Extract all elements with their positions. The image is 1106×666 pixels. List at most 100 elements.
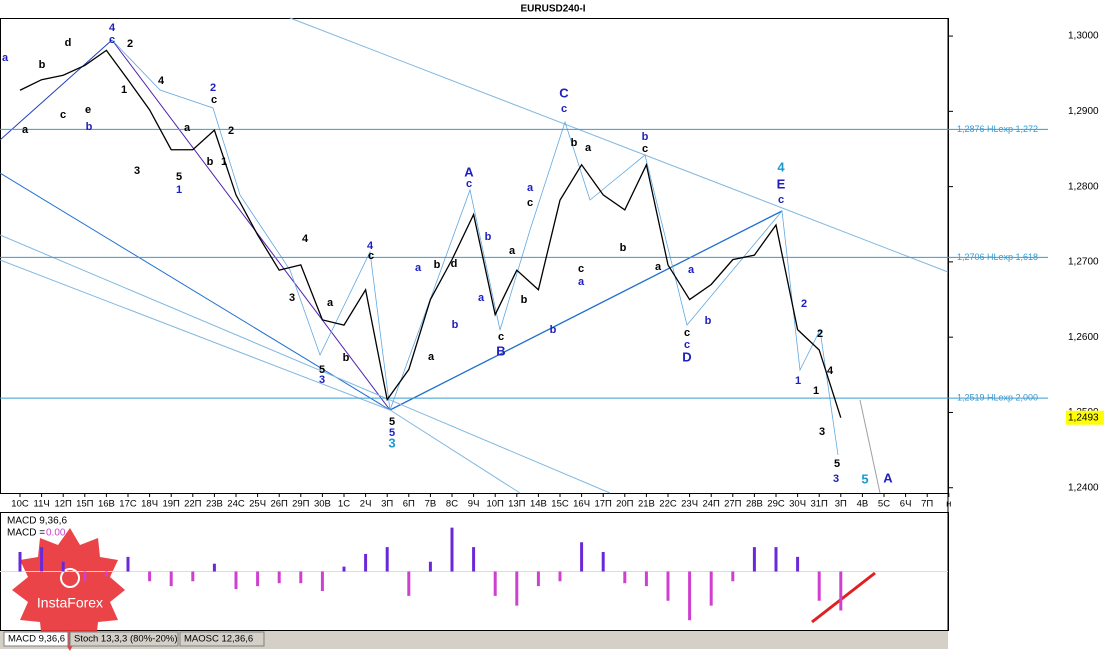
macd-bar [558,571,562,582]
macd-bar [472,547,476,572]
wave-label: c [778,194,784,206]
wave-label: E [777,176,786,191]
x-tick-label: 15С [551,499,569,510]
macd-bar [61,561,65,572]
x-tick-label: 7В [425,499,437,510]
x-tick-label: 14В [530,499,547,510]
macd-bar [774,547,778,572]
projection-line [859,399,881,494]
wave-label: b [642,131,649,143]
wave-label: a [478,292,485,304]
wave-label: 3 [289,292,295,304]
x-tick-label: 8С [446,499,458,510]
macd-bar [342,566,346,572]
x-tick-label: 9Ч [468,499,480,510]
wave-label: B [496,343,505,358]
x-tick-label: 20П [616,499,634,510]
macd-bar [644,571,648,587]
x-tick-label: 25Ч [249,499,266,510]
wave-label: b [521,294,528,306]
macd-bar [536,571,540,587]
macd-bar [839,571,843,611]
wave-label: a [509,245,516,257]
macd-readout-value: 0.00 [46,528,66,539]
wave-label: 3 [819,426,825,438]
macd-bar [817,571,821,601]
wave-label: c [60,109,66,121]
x-tick-label: 3П [381,499,393,510]
wave-label: 3 [833,473,839,485]
wave-label: a [327,297,334,309]
wave-label: c [561,103,567,115]
level-label: 1,2876 HLexp 1,272 [957,124,1038,134]
wave-label: b [452,319,459,331]
macd-bar [104,571,108,577]
x-tick-label: 29П [292,499,310,510]
macd-bar [256,571,260,587]
macd-bar [515,571,519,606]
wave-label: c [684,339,690,351]
macd-bar [709,571,713,606]
wave-label: c [642,143,648,155]
wave-label: b [207,156,214,168]
x-tick-label: 19П [162,499,180,510]
macd-bar [796,556,800,572]
x-tick-label: 22П [184,499,202,510]
x-tick-label: 16Ч [573,499,590,510]
macd-bar [212,563,216,572]
x-tick-label: 26П [270,499,288,510]
wave-label: 1 [813,385,819,397]
trend-line [0,172,391,411]
wave-label: c [527,197,533,209]
wave-label: 5 [176,171,182,183]
x-tick-label: 29С [767,499,785,510]
trend-line [0,39,113,141]
indicator-tab-label: MAOSC 12,36,6 [184,634,253,645]
x-tick-label: 6П [403,499,415,510]
x-tick-label: 12П [54,499,72,510]
x-tick-label: 3П [835,499,847,510]
wave-label: 1 [221,156,227,168]
macd-bar [623,571,627,584]
wave-label: 2 [127,38,133,50]
wave-label: c [368,250,374,262]
wave-label: 2 [801,298,807,310]
x-tick-label: 2Ч [360,499,372,510]
wave-label: 2 [210,82,216,94]
x-tick-label: 27П [724,499,742,510]
wave-label: c [109,34,115,46]
wave-label: b [485,231,492,243]
wave-label: 1 [121,84,127,96]
wave-label: a [415,262,422,274]
macd-trend-line [811,571,876,624]
wave-label: D [682,349,691,364]
macd-bar [407,571,411,596]
indicator-tab [69,631,179,647]
wave-label: 5 [861,471,868,486]
wave-label: 2 [228,125,234,137]
wave-label: d [65,37,72,49]
x-tick-label: 7П [921,499,933,510]
x-tick-label: 15П [76,499,94,510]
last-price-box [1066,410,1104,425]
wave-label: a [2,52,9,64]
wave-label: 1 [176,184,182,196]
x-tick-label: 28В [746,499,763,510]
wave-label: a [585,142,592,154]
macd-bar [83,571,87,582]
x-tick-label: 17С [119,499,137,510]
x-tick-label: 23В [206,499,223,510]
macd-trend [811,571,876,624]
level-label: 1,2706 HLexp 1,618 [957,252,1038,262]
x-tick-label: 4В [857,499,869,510]
x-tick-label: 23Ч [681,499,698,510]
wave-label: 4 [302,233,309,245]
macd-bar [666,571,670,601]
wave-label: 4 [827,365,834,377]
wave-label: a [428,351,435,363]
wave-label: 4 [777,159,785,174]
wave-label: c [684,327,690,339]
wave-label: a [527,182,534,194]
y-tick-label: 1,2800 [1068,181,1099,192]
trend-line [111,39,391,411]
